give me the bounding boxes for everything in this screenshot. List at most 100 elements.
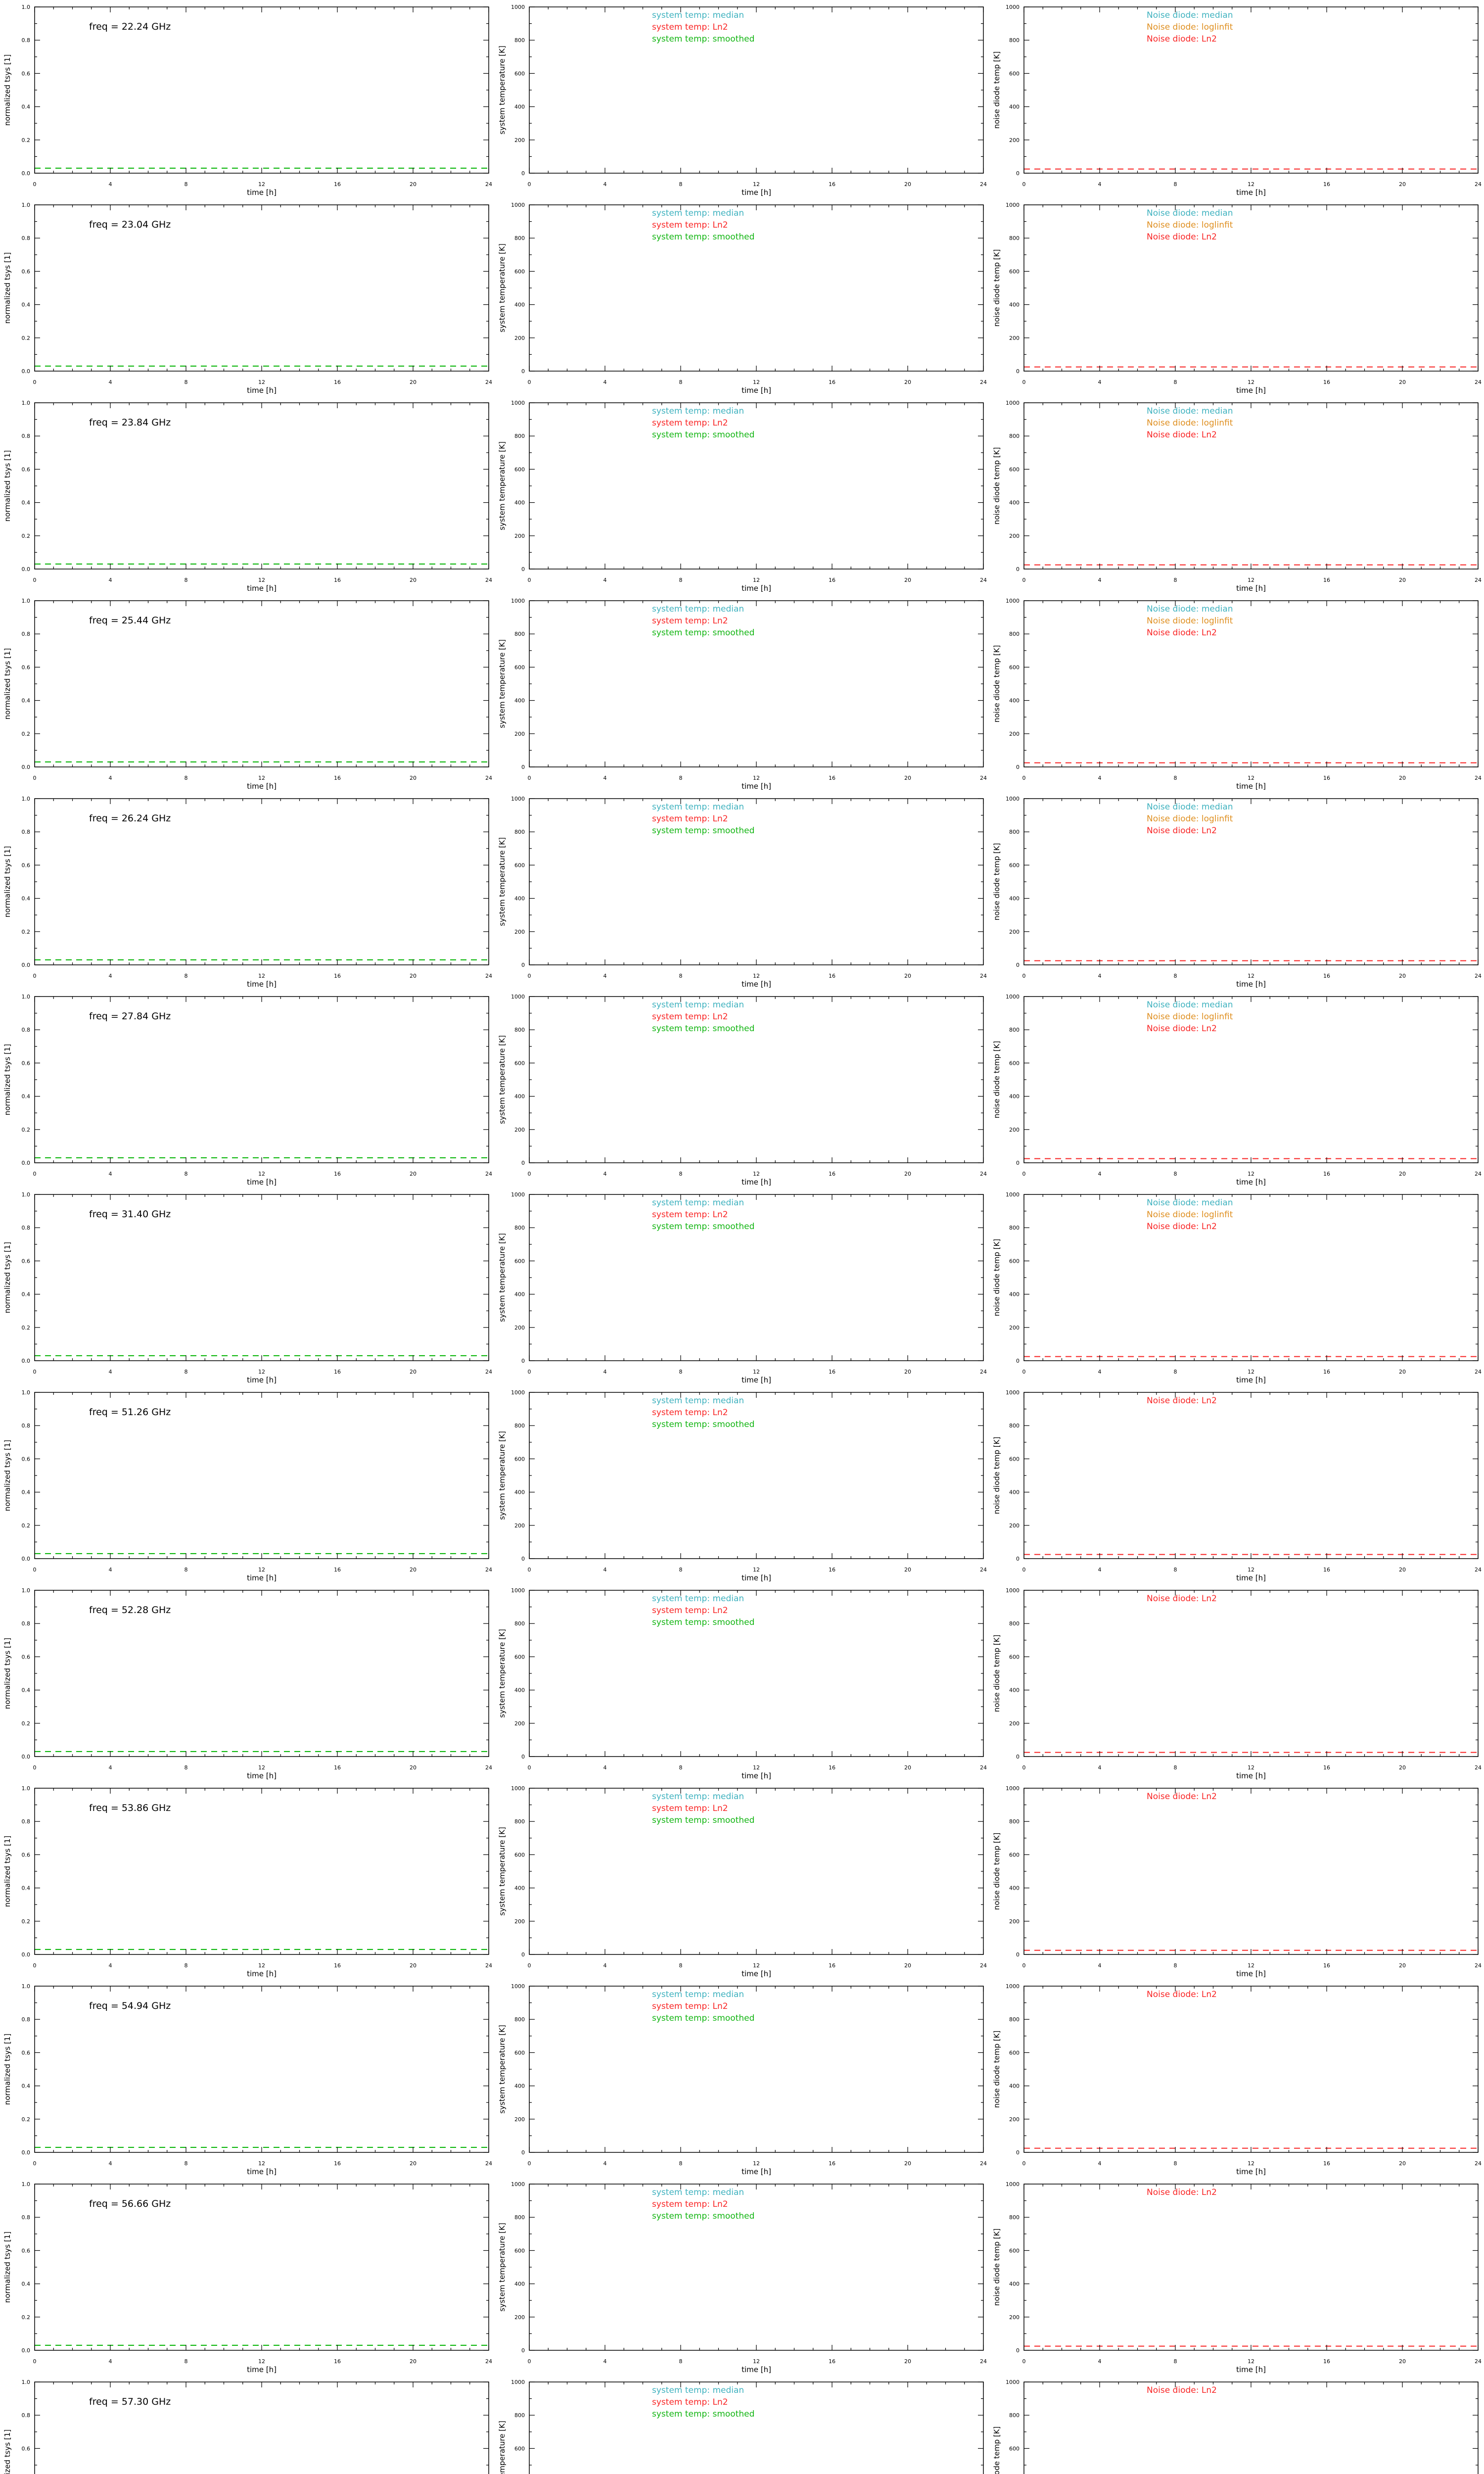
legend-entry: system temp: Ln2 xyxy=(652,22,728,32)
legend-entry: Noise diode: median xyxy=(1147,604,1233,614)
y-tick-label: 400 xyxy=(514,1094,525,1100)
legend-entry: system temp: Ln2 xyxy=(652,1012,728,1022)
x-tick-label: 12 xyxy=(258,2358,265,2365)
x-tick-label: 4 xyxy=(1098,181,1102,188)
x-tick-label: 0 xyxy=(528,181,531,188)
x-tick-label: 8 xyxy=(1174,577,1177,583)
x-tick-label: 8 xyxy=(679,1567,683,1573)
y-tick-label: 0.0 xyxy=(22,368,31,375)
x-tick-label: 0 xyxy=(528,1369,531,1375)
x-axis-label: time [h] xyxy=(742,188,771,197)
y-tick-label: 0.0 xyxy=(22,2149,31,2156)
axes-box xyxy=(529,600,984,767)
legend-entry: system temp: smoothed xyxy=(652,1024,754,1034)
y-tick-label: 0.2 xyxy=(22,1720,31,1727)
legend-entry: system temp: smoothed xyxy=(652,34,754,44)
x-tick-label: 24 xyxy=(485,1764,492,1771)
y-tick-label: 200 xyxy=(514,731,525,737)
y-tick-label: 600 xyxy=(1009,2445,1020,2452)
axes-box xyxy=(529,798,984,965)
y-tick-label: 800 xyxy=(514,1423,525,1429)
x-tick-label: 12 xyxy=(1248,1171,1254,1177)
legend-entry: system temp: Ln2 xyxy=(652,220,728,230)
y-tick-label: 200 xyxy=(1009,137,1020,143)
y-axis-label: noise diode temp [K] xyxy=(992,447,1001,525)
x-tick-label: 12 xyxy=(1248,1962,1254,1969)
y-axis-label: noise diode temp [K] xyxy=(992,645,1001,723)
legend-entry: system temp: Ln2 xyxy=(652,2001,728,2011)
x-tick-label: 20 xyxy=(904,973,911,979)
x-tick-label: 12 xyxy=(753,1171,760,1177)
x-tick-label: 4 xyxy=(1098,775,1102,781)
chart-panel-r2-c3: 0 4 8 12 16 20 24 0 200 400 600 800 1000 Noise diode:… xyxy=(992,202,1482,395)
x-tick-label: 24 xyxy=(1475,379,1482,385)
x-tick-label: 24 xyxy=(485,1369,492,1375)
y-tick-label: 1000 xyxy=(511,1191,525,1198)
y-tick-label: 200 xyxy=(514,335,525,341)
axes-box xyxy=(1023,6,1479,174)
x-tick-label: 16 xyxy=(1323,379,1330,385)
x-tick-label: 16 xyxy=(1323,1171,1330,1177)
y-axis-label: normalized tsys [1] xyxy=(3,2232,12,2303)
x-tick-label: 12 xyxy=(258,1567,265,1573)
x-tick-label: 8 xyxy=(185,1962,188,1969)
chart-panel-r10-c1: 0 4 8 12 16 20 24 0.0 0.2 0.4 0.6 0.8 1.0 freq = 53.8… xyxy=(3,1785,492,1978)
x-axis-label: time [h] xyxy=(1236,782,1266,791)
legend-entry: Noise diode: Ln2 xyxy=(1147,628,1217,638)
x-axis-label: time [h] xyxy=(742,1771,771,1780)
x-tick-label: 16 xyxy=(829,2358,835,2365)
x-tick-label: 20 xyxy=(1399,1171,1406,1177)
y-tick-label: 1.0 xyxy=(22,1785,31,1792)
y-axis-label: system temperature [K] xyxy=(498,1431,507,1520)
y-tick-label: 0.4 xyxy=(22,1094,31,1100)
chart-panel-r1-c3: 0 4 8 12 16 20 24 0 200 400 600 800 1000 Noise diode:… xyxy=(992,4,1482,197)
x-tick-label: 20 xyxy=(1399,775,1406,781)
y-tick-label: 200 xyxy=(514,1522,525,1529)
x-tick-label: 12 xyxy=(1248,1369,1254,1375)
x-tick-label: 16 xyxy=(1323,1962,1330,1969)
y-tick-label: 0.8 xyxy=(22,1818,31,1825)
y-tick-label: 0.6 xyxy=(22,1852,31,1858)
legend-entry: Noise diode: median xyxy=(1147,208,1233,218)
y-tick-label: 600 xyxy=(514,664,525,670)
legend-entry: system temp: Ln2 xyxy=(652,418,728,428)
x-tick-label: 0 xyxy=(1022,2358,1026,2365)
x-tick-label: 4 xyxy=(1098,973,1102,979)
x-tick-label: 20 xyxy=(1399,973,1406,979)
x-tick-label: 16 xyxy=(334,1567,341,1573)
y-axis-label: system temperature [K] xyxy=(498,2421,507,2474)
x-tick-label: 16 xyxy=(1323,1567,1330,1573)
x-tick-label: 4 xyxy=(603,577,607,583)
y-tick-label: 800 xyxy=(1009,37,1020,44)
x-axis-label: time [h] xyxy=(247,2167,277,2176)
x-tick-label: 12 xyxy=(753,379,760,385)
y-tick-label: 800 xyxy=(514,37,525,44)
y-tick-label: 0.2 xyxy=(22,1127,31,1133)
y-tick-label: 0.0 xyxy=(22,1160,31,1166)
x-tick-label: 4 xyxy=(109,973,112,979)
legend-entry: system temp: median xyxy=(652,2188,744,2197)
x-tick-label: 20 xyxy=(410,379,417,385)
y-tick-label: 1000 xyxy=(511,796,525,802)
y-tick-label: 200 xyxy=(1009,1127,1020,1133)
x-tick-label: 0 xyxy=(528,2358,531,2365)
y-tick-label: 800 xyxy=(1009,2016,1020,2023)
y-tick-label: 0 xyxy=(521,1754,525,1760)
x-axis-label: time [h] xyxy=(742,1178,771,1187)
x-tick-label: 8 xyxy=(185,1764,188,1771)
x-axis-label: time [h] xyxy=(247,782,277,791)
y-tick-label: 0 xyxy=(521,2149,525,2156)
x-tick-label: 8 xyxy=(679,1369,683,1375)
x-axis-label: time [h] xyxy=(247,980,277,989)
x-tick-label: 16 xyxy=(829,379,835,385)
x-tick-label: 12 xyxy=(753,1567,760,1573)
x-tick-label: 20 xyxy=(904,379,911,385)
x-tick-label: 16 xyxy=(334,1962,341,1969)
y-tick-label: 0.8 xyxy=(22,37,31,44)
x-tick-label: 20 xyxy=(410,577,417,583)
y-axis-label: noise diode temp [K] xyxy=(992,2229,1001,2306)
x-tick-label: 20 xyxy=(1399,1567,1406,1573)
x-tick-label: 8 xyxy=(1174,2160,1177,2167)
y-tick-label: 0.6 xyxy=(22,862,31,868)
y-tick-label: 1.0 xyxy=(22,1587,31,1594)
